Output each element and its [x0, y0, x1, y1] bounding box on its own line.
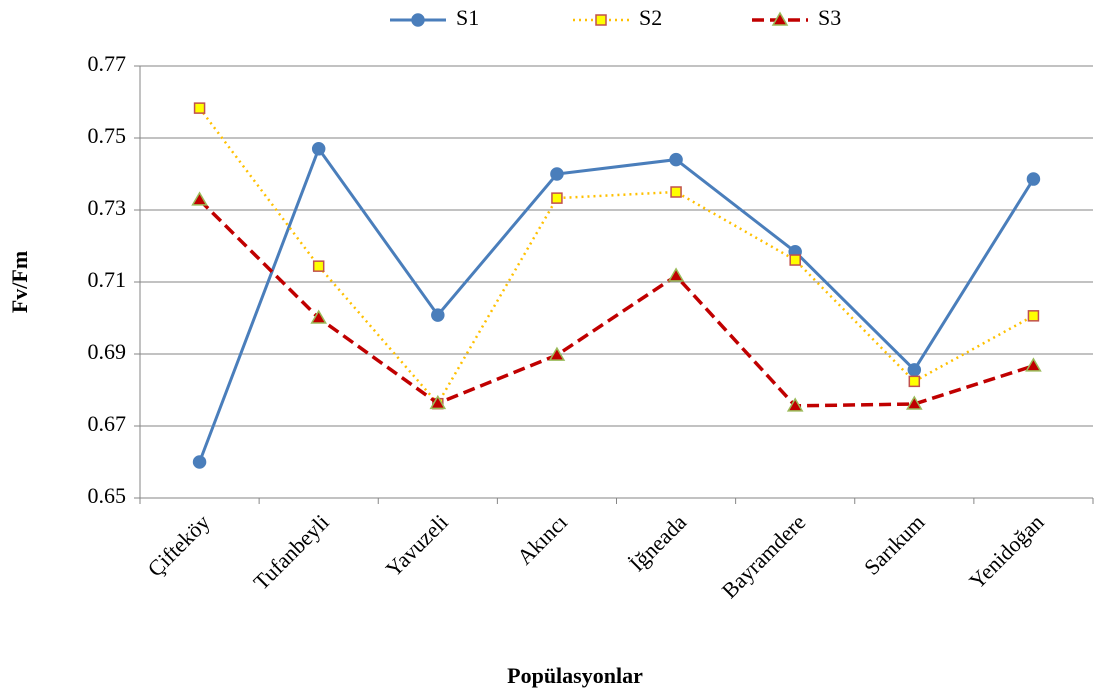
marker: [191, 191, 208, 206]
marker: [771, 11, 789, 26]
y-axis-title: Fv/Fm: [7, 251, 32, 313]
series-line: [198, 107, 1035, 406]
marker: [595, 14, 607, 26]
x-tick-label: Tufanbeyli: [248, 509, 333, 594]
y-tick-label: 0.67: [88, 411, 127, 436]
marker: [667, 267, 685, 282]
y-tick-label: 0.69: [88, 339, 127, 364]
marker: [192, 455, 207, 469]
x-tick-label: Yavuzeli: [381, 509, 453, 581]
x-axis-title: Popülasyonlar: [507, 663, 643, 688]
marker: [311, 142, 326, 156]
y-tick-label: 0.65: [88, 483, 127, 508]
y-tick-label: 0.77: [88, 51, 127, 76]
x-tick-label: Yenidoğan: [964, 509, 1048, 593]
marker: [789, 254, 801, 266]
marker: [193, 102, 206, 114]
y-tick-label: 0.71: [88, 267, 127, 292]
legend-label: S2: [639, 5, 662, 30]
marker: [550, 167, 564, 181]
marker: [906, 395, 923, 410]
marker: [908, 375, 921, 388]
x-tick-label: Çifteköy: [143, 509, 215, 581]
marker: [670, 186, 682, 198]
marker: [431, 308, 445, 322]
marker: [548, 346, 566, 361]
series-line: [198, 198, 1034, 408]
marker: [907, 363, 922, 377]
marker: [1026, 172, 1041, 186]
marker: [310, 309, 327, 324]
marker: [786, 397, 804, 412]
x-tick-label: İğneada: [624, 509, 691, 576]
legend-label: S3: [818, 5, 841, 30]
marker: [551, 192, 563, 204]
marker: [411, 13, 425, 27]
marker: [312, 260, 325, 272]
x-tick-label: Bayramdere: [717, 509, 811, 603]
legend-label: S1: [456, 5, 479, 30]
y-tick-label: 0.73: [88, 195, 127, 220]
marker: [1025, 357, 1042, 372]
x-tick-label: Sarıkum: [859, 509, 929, 579]
series-line: [198, 145, 1035, 463]
x-tick-label: Akıncı: [512, 509, 572, 569]
y-tick-label: 0.75: [88, 123, 127, 148]
marker: [429, 394, 447, 410]
marker: [669, 152, 683, 167]
marker: [1027, 310, 1040, 322]
